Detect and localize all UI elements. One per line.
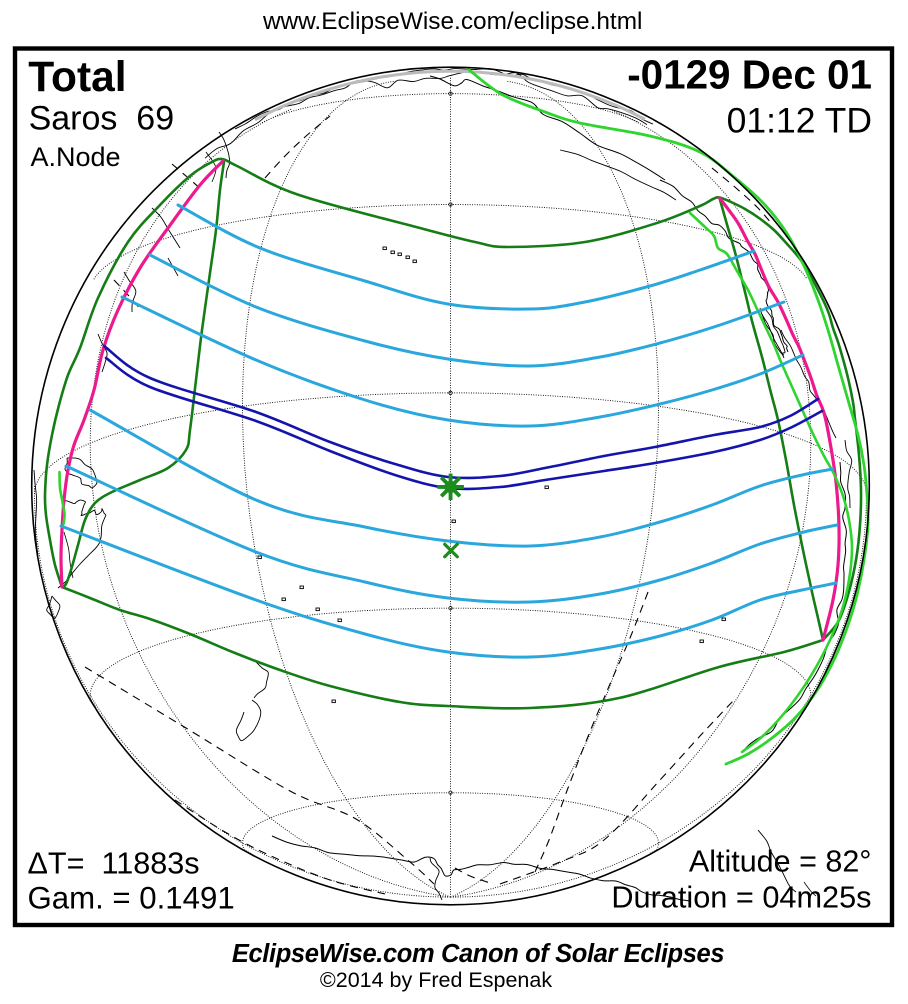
svg-text:Saros 69: Saros 69 <box>29 100 175 138</box>
svg-text:Duration = 04m25s: Duration = 04m25s <box>611 880 871 915</box>
svg-text:Gam. = 0.1491: Gam. = 0.1491 <box>28 880 235 915</box>
svg-text:ΔT= 11883s: ΔT= 11883s <box>28 847 200 881</box>
svg-text:Total: Total <box>28 54 126 101</box>
svg-text:©2014 by Fred Espenak: ©2014 by Fred Espenak <box>320 968 552 992</box>
svg-text:Altitude = 82°: Altitude = 82° <box>689 845 872 879</box>
svg-text:01:12 TD: 01:12 TD <box>727 101 872 141</box>
svg-text:EclipseWise.com Canon of Solar: EclipseWise.com Canon of Solar Eclipses <box>232 940 724 968</box>
svg-text:-0129 Dec 01: -0129 Dec 01 <box>627 52 872 98</box>
svg-text:A.Node: A.Node <box>31 142 121 172</box>
svg-text:www.EclipseWise.com/eclipse.ht: www.EclipseWise.com/eclipse.html <box>262 8 643 35</box>
